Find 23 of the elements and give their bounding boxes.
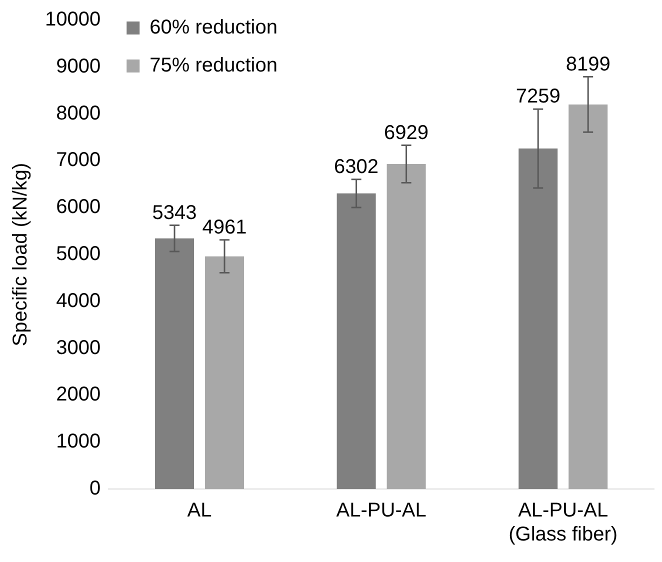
legend-label: 75% reduction <box>150 54 278 77</box>
data-label: 8199 <box>566 53 610 76</box>
data-label: 5343 <box>152 202 197 224</box>
x-tick-label: AL-PU-AL <box>336 500 426 522</box>
y-tick-label: 0 <box>89 478 101 500</box>
data-label: 6929 <box>384 122 429 144</box>
y-tick-label: 6000 <box>56 196 101 218</box>
data-label: 4961 <box>202 216 247 238</box>
legend-label: 60% reduction <box>150 16 278 39</box>
y-tick-label: 8000 <box>56 102 101 124</box>
data-label: 7259 <box>516 86 560 108</box>
x-tick-label: AL-PU-AL (Glass fiber) <box>508 500 618 546</box>
y-tick-label: 3000 <box>56 336 101 359</box>
y-axis-title: Specific load (kN/kg) <box>10 162 32 346</box>
y-tick-label: 2000 <box>56 384 101 406</box>
data-label: 6302 <box>334 156 379 178</box>
y-tick-label: 9000 <box>56 55 101 78</box>
y-tick-label: 7000 <box>56 149 101 172</box>
y-tick-label: 1000 <box>56 430 101 453</box>
y-tick-label: 4000 <box>56 290 101 312</box>
y-tick-label: 5000 <box>56 243 101 266</box>
x-tick-label: AL <box>187 500 212 522</box>
y-tick-label: 10000 <box>44 8 101 31</box>
